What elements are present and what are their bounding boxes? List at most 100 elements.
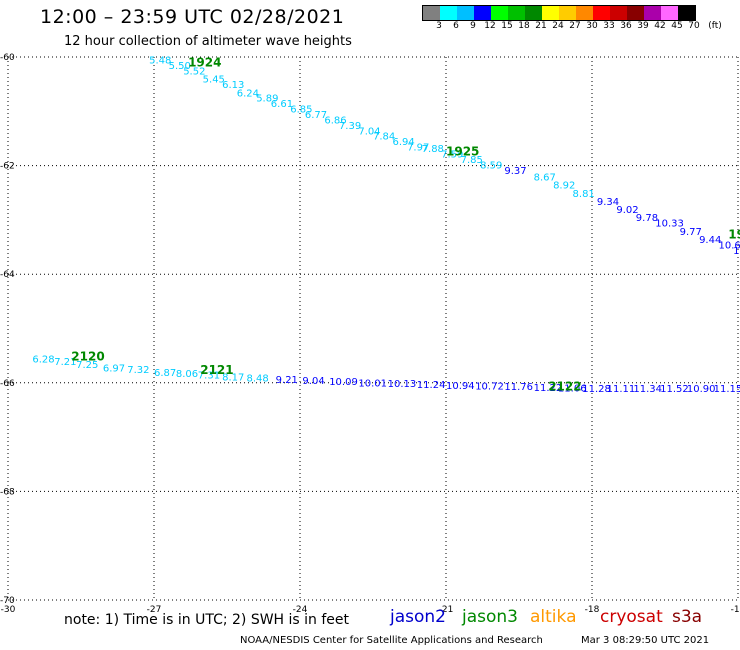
y-tick-label: -68 [0, 487, 15, 497]
wave-height-label: 9.44 [699, 235, 721, 246]
colorbar-swatch [593, 6, 610, 20]
time-label: 1926 [728, 227, 740, 241]
wave-height-label: 10.46 [733, 246, 740, 257]
x-tick-label: -18 [585, 605, 600, 615]
x-tick-label: -27 [147, 605, 162, 615]
wave-height-label: 9.21 [276, 375, 298, 386]
colorbar-label: 3 [436, 21, 442, 31]
wave-height-label: 9.34 [597, 197, 619, 208]
colorbar-label: 70 [688, 21, 700, 31]
credit-timestamp: Mar 3 08:29:50 UTC 2021 [581, 635, 710, 646]
wave-height-label: 8.81 [573, 189, 595, 200]
wave-height-label: 6.28 [32, 354, 54, 365]
colorbar-swatch [542, 6, 559, 20]
colorbar-label: 6 [453, 21, 459, 31]
wave-height-label: 11.06 [558, 384, 587, 395]
wave-height-label: 5.52 [183, 67, 205, 78]
credit-text: NOAA/NESDIS Center for Satellite Applica… [240, 635, 543, 646]
colorbar-swatch [508, 6, 525, 20]
wave-height-label: 6.97 [103, 364, 125, 375]
wave-height-label: 7.88 [422, 144, 444, 155]
wave-height-label: 11.11 [607, 384, 636, 395]
colorbar-swatch [627, 6, 644, 20]
colorbar-swatch [559, 6, 576, 20]
wave-height-label: 6.86 [324, 115, 346, 126]
wave-height-label: 10.09 [329, 377, 358, 388]
wave-height-label: 7.97 [407, 143, 429, 154]
colorbar-swatch [525, 6, 542, 20]
wave-height-label: 8.17 [222, 372, 244, 383]
colorbar-swatch [576, 6, 593, 20]
time-label: 2121 [200, 363, 233, 377]
wave-height-label: 7.04 [358, 126, 380, 137]
wave-height-label: 11.22 [534, 383, 563, 394]
wave-height-label: 8.06 [176, 369, 198, 380]
colorbar-label: 30 [586, 21, 598, 31]
colorbar-label: 27 [569, 21, 581, 31]
page-title: 12:00 – 23:59 UTC 02/28/2021 [40, 6, 345, 28]
wave-height-label: 7.85 [461, 155, 483, 166]
time-label: 2120 [71, 350, 104, 364]
wave-height-label: 11.52 [660, 384, 689, 395]
y-tick-label: -60 [0, 53, 15, 63]
wave-height-label: 7.59 [441, 150, 463, 161]
y-tick-label: -64 [0, 270, 15, 280]
wave-height-label: 8.59 [480, 161, 502, 172]
wave-height-label: 9.37 [504, 166, 526, 177]
colorbar-label: 36 [620, 21, 632, 31]
colorbar-label: 39 [637, 21, 649, 31]
legend-item-cryosat: cryosat [600, 607, 663, 627]
legend-item-jason3: jason3 [462, 607, 518, 627]
wave-height-label: 8.67 [534, 172, 556, 183]
colorbar-label: 21 [535, 21, 547, 31]
wave-height-label: 11.28 [582, 384, 611, 395]
wave-height-label: 10.33 [655, 219, 684, 230]
time-label: 2122 [548, 380, 581, 394]
colorbar-swatch [474, 6, 491, 20]
footer-note: note: 1) Time is in UTC; 2) SWH is in fe… [64, 612, 350, 628]
colorbar-label: 45 [671, 21, 683, 31]
legend-item-altika: altika [530, 607, 577, 627]
wave-height-label: 9.78 [636, 213, 658, 224]
wave-height-label: 7.25 [76, 360, 98, 371]
wave-height-label: 10.90 [687, 384, 716, 395]
wave-height-label: 6.13 [222, 80, 244, 91]
wave-height-label: 5.50 [169, 61, 191, 72]
colorbar-label: 42 [654, 21, 666, 31]
colorbar-swatch [661, 6, 678, 20]
wave-height-label: 6.87 [154, 368, 176, 379]
colorbar-label: 24 [552, 21, 564, 31]
x-tick-label: -15 [731, 605, 740, 615]
wave-height-label: 7.21 [54, 357, 76, 368]
wave-height-label: 6.77 [305, 110, 327, 121]
wave-height-label: 11.15 [714, 384, 740, 395]
colorbar-swatch [610, 6, 627, 20]
wave-height-label: 7.32 [127, 365, 149, 376]
wave-height-label: 11.76 [504, 382, 533, 393]
wave-height-label: 6.61 [271, 99, 293, 110]
wave-height-label: 5.48 [149, 56, 171, 67]
page-subtitle: 12 hour collection of altimeter wave hei… [64, 34, 352, 49]
wave-height-label: 10.13 [388, 379, 417, 390]
y-tick-label: -66 [0, 379, 15, 389]
colorbar-swatch [423, 6, 440, 20]
wave-height-label: 10.94 [446, 381, 475, 392]
wave-height-label: 9.77 [680, 227, 702, 238]
wave-height-label: 9.02 [616, 205, 638, 216]
wave-height-label: 10.01 [358, 378, 387, 389]
wave-height-label: 5.89 [256, 94, 278, 105]
x-tick-label: -30 [1, 605, 16, 615]
wave-height-label: 7.39 [339, 121, 361, 132]
wave-height-label: 9.04 [302, 376, 324, 387]
wave-height-label: 7.31 [198, 371, 220, 382]
colorbar-label: 15 [501, 21, 513, 31]
colorbar-label: 18 [518, 21, 530, 31]
colorbar-swatch [457, 6, 474, 20]
wave-height-label: 6.85 [290, 105, 312, 116]
colorbar-label: 12 [484, 21, 496, 31]
wave-height-label: 11.76 [738, 384, 740, 395]
x-tick-label: -21 [439, 605, 454, 615]
colorbar [422, 5, 696, 21]
